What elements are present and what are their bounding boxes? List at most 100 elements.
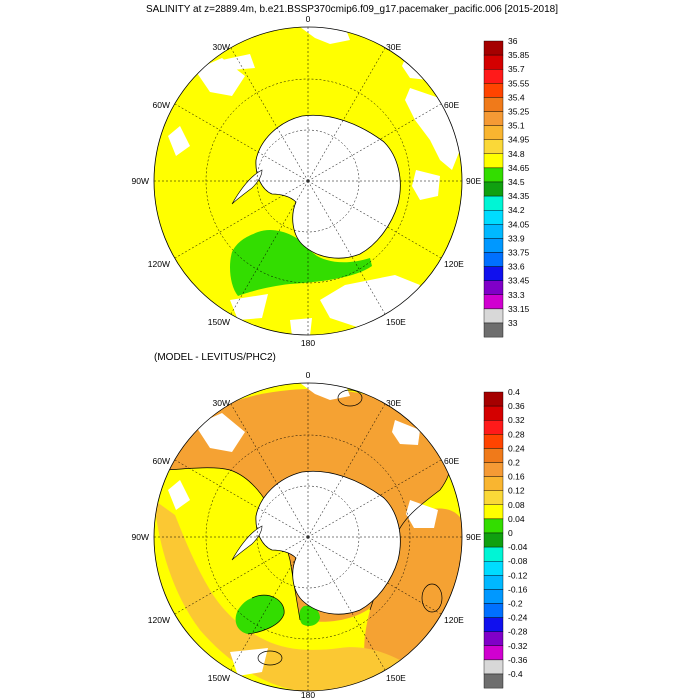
salinity-colorbar-tick-label: 35.25 <box>508 107 530 117</box>
antarctica <box>255 470 401 615</box>
salinity-colorbar-swatch <box>483 111 504 126</box>
salinity-colorbar-swatch <box>483 238 504 253</box>
salinity-colorbar-tick-label: 34.5 <box>508 177 525 187</box>
graticule <box>154 27 462 335</box>
difference-colorbar-swatch <box>483 391 504 407</box>
salinity-colorbar-swatch <box>483 181 504 197</box>
difference-colorbar-swatch <box>483 504 504 520</box>
salinity-colorbar-tick-label: 34.8 <box>508 149 525 159</box>
difference-colorbar-tick-label: -0.12 <box>508 570 528 580</box>
difference-colorbar-swatch <box>483 645 504 661</box>
salinity-colorbar-swatch <box>483 266 504 281</box>
svg-text:180: 180 <box>301 338 315 348</box>
svg-text:90E: 90E <box>466 176 481 186</box>
salinity-colorbar-tick-label: 34.2 <box>508 205 525 215</box>
salinity-colorbar-tick-label: 34.35 <box>508 191 530 201</box>
difference-colorbar-tick-label: -0.4 <box>508 669 523 679</box>
difference-colorbar-tick-label: 0.04 <box>508 514 525 524</box>
difference-colorbar-swatch <box>483 631 504 647</box>
difference-colorbar-swatch <box>483 405 504 421</box>
salinity-colorbar-tick-label: 34.65 <box>508 163 530 173</box>
svg-text:90W: 90W <box>132 176 149 186</box>
antarctic-peninsula <box>231 525 263 561</box>
anomaly-green-patch <box>299 605 320 626</box>
difference-colorbar-swatch <box>483 659 504 675</box>
map-boundary <box>153 26 463 336</box>
salinity-colorbar-tick-label: 33.3 <box>508 290 525 300</box>
difference-colorbar-swatch <box>483 561 504 576</box>
svg-text:0: 0 <box>306 370 311 380</box>
difference-colorbar-tick-label: 0.4 <box>508 387 520 397</box>
salinity-colorbar-swatch <box>483 280 504 296</box>
svg-text:150W: 150W <box>208 673 230 683</box>
salinity-colorbar-tick-label: 35.1 <box>508 121 525 131</box>
salinity-colorbar-tick-label: 33.45 <box>508 276 530 286</box>
svg-text:60W: 60W <box>153 456 170 466</box>
difference-colorbar-swatch <box>483 673 504 689</box>
difference-colorbar-tick-label: -0.36 <box>508 655 528 665</box>
difference-colorbar-tick-label: 0.12 <box>508 486 525 496</box>
difference-colorbar-swatch <box>483 420 504 435</box>
salinity-colorbar-swatch <box>483 54 504 70</box>
salinity-colorbar-swatch <box>483 125 504 140</box>
difference-colorbar-tick-label: -0.04 <box>508 542 528 552</box>
svg-text:60E: 60E <box>444 456 459 466</box>
anomaly-light-orange-south <box>154 500 400 691</box>
difference-colorbar-tick-label: 0.08 <box>508 500 525 510</box>
svg-text:30E: 30E <box>386 398 401 408</box>
salinity-colorbar-tick-label: 36 <box>508 36 518 46</box>
svg-text:30E: 30E <box>386 42 401 52</box>
salinity-colorbar-swatch <box>483 195 504 211</box>
salinity-colorbar-tick-label: 35.55 <box>508 78 530 88</box>
svg-text:150E: 150E <box>386 317 406 327</box>
map-boundary <box>153 382 463 692</box>
salinity-colorbar: 36 35.85 35.7 35.55 35.4 35.25 35.1 34.95 34.8 34… <box>483 36 530 338</box>
salinity-colorbar-swatch <box>483 209 504 225</box>
salinity-colorbar-swatch <box>483 68 504 84</box>
difference-colorbar-tick-label: -0.32 <box>508 641 528 651</box>
difference-colorbar-swatch <box>483 476 504 491</box>
difference-colorbar: 0.4 0.36 0.32 0.28 0.24 0.2 0.16 0.12 0.08 0.04 0 -… <box>483 387 528 689</box>
difference-colorbar-swatch <box>483 462 504 477</box>
figure-title: SALINITY at z=2889.4m, b.e21.BSSP370cmip… <box>146 4 558 15</box>
anomaly-green-region <box>235 595 285 634</box>
svg-text:60E: 60E <box>444 100 459 110</box>
svg-text:90W: 90W <box>132 532 149 542</box>
difference-colorbar-tick-label: 0.36 <box>508 401 525 411</box>
difference-map: 0 30W 30E 60W 60E 90W 90E 120W 120E 150W… <box>132 370 482 700</box>
salinity-colorbar-tick-label: 35.7 <box>508 64 525 74</box>
salinity-colorbar-swatch <box>483 294 504 310</box>
svg-text:90E: 90E <box>466 532 481 542</box>
salinity-colorbar-tick-label: 34.05 <box>508 219 530 229</box>
difference-colorbar-swatch <box>483 532 504 548</box>
difference-colorbar-swatch <box>483 434 504 449</box>
salinity-colorbar-swatch <box>483 224 504 239</box>
difference-colorbar-tick-label: 0.24 <box>508 443 525 453</box>
svg-text:120E: 120E <box>444 615 464 625</box>
difference-colorbar-swatch <box>483 575 504 590</box>
low-salinity-region <box>230 230 372 296</box>
difference-colorbar-swatch <box>483 603 504 618</box>
difference-colorbar-swatch <box>483 589 504 604</box>
difference-colorbar-swatch <box>483 518 504 534</box>
difference-colorbar-tick-label: -0.16 <box>508 584 528 594</box>
svg-text:180: 180 <box>301 690 315 700</box>
salinity-colorbar-tick-label: 33 <box>508 318 518 328</box>
difference-colorbar-tick-label: 0.28 <box>508 429 525 439</box>
salinity-colorbar-tick-label: 33.15 <box>508 304 530 314</box>
svg-text:150W: 150W <box>208 317 230 327</box>
svg-text:150E: 150E <box>386 673 406 683</box>
difference-colorbar-tick-label: 0.2 <box>508 458 520 468</box>
salinity-colorbar-swatch <box>483 40 504 56</box>
salinity-colorbar-swatch <box>483 139 504 154</box>
salinity-colorbar-swatch <box>483 308 504 324</box>
salinity-colorbar-tick-label: 33.75 <box>508 248 530 258</box>
svg-text:120W: 120W <box>148 615 170 625</box>
svg-text:0: 0 <box>306 14 311 24</box>
antarctica <box>255 114 401 259</box>
difference-colorbar-swatch <box>483 546 504 562</box>
graticule <box>154 383 462 691</box>
salinity-colorbar-swatch <box>483 153 504 169</box>
difference-colorbar-tick-label: 0.16 <box>508 472 525 482</box>
